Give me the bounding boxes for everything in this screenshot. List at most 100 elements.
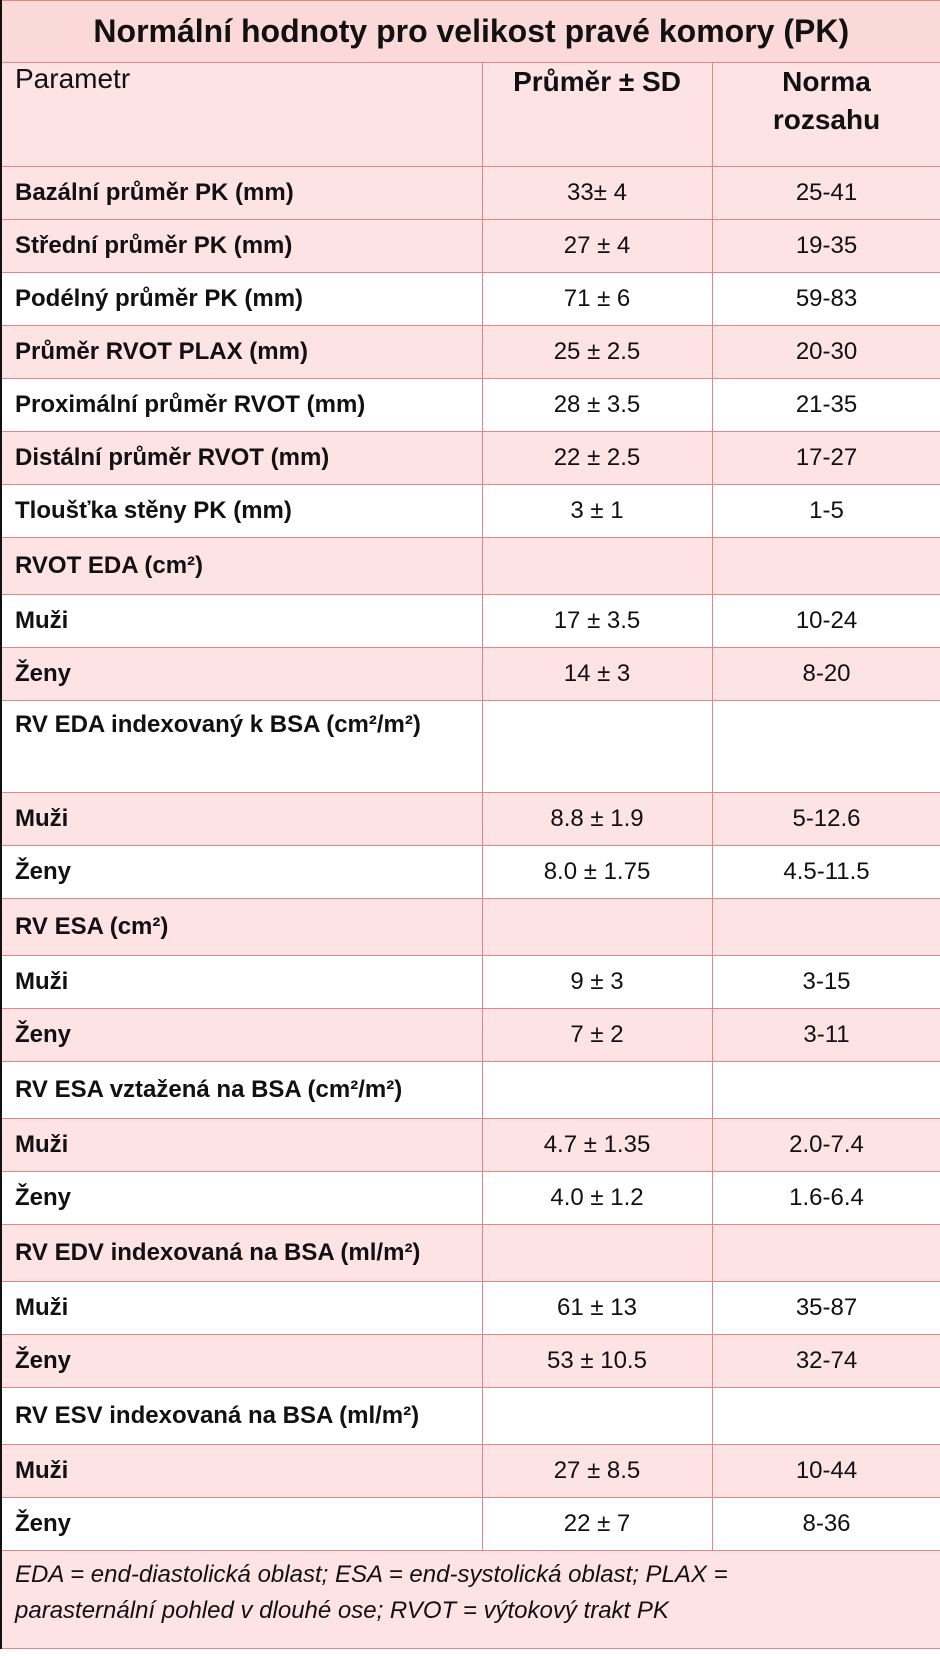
row-mean: 14 ± 3 xyxy=(481,647,713,701)
row-range: 19-35 xyxy=(711,219,940,273)
row-parameter: Muži xyxy=(0,792,483,846)
row-range: 10-24 xyxy=(711,594,940,648)
table-row: Průměr RVOT PLAX (mm) 25 ± 2.5 20-30 xyxy=(0,325,940,379)
row-mean: 53 ± 10.5 xyxy=(481,1334,713,1388)
row-parameter: Průměr RVOT PLAX (mm) xyxy=(0,325,483,379)
footnote-row: EDA = end-diastolická oblast; ESA = end-… xyxy=(0,1550,940,1649)
row-parameter: Střední průměr PK (mm) xyxy=(0,219,483,273)
table-row: Ženy 22 ± 7 8-36 xyxy=(0,1497,940,1551)
row-range: 8-36 xyxy=(711,1497,940,1551)
table-title: Normální hodnoty pro velikost pravé komo… xyxy=(0,0,940,63)
row-mean: 22 ± 7 xyxy=(481,1497,713,1551)
title-row: Normální hodnoty pro velikost pravé komo… xyxy=(0,0,940,63)
footnote-line1: EDA = end-diastolická oblast; ESA = end-… xyxy=(15,1561,728,1588)
row-mean xyxy=(481,700,713,793)
row-parameter: Tloušťka stěny PK (mm) xyxy=(0,484,483,538)
row-parameter: Proximální průměr RVOT (mm) xyxy=(0,378,483,432)
table-row: Podélný průměr PK (mm) 71 ± 6 59-83 xyxy=(0,272,940,326)
row-range: 17-27 xyxy=(711,431,940,485)
row-parameter: Ženy xyxy=(0,845,483,899)
table-row: Ženy 14 ± 3 8-20 xyxy=(0,647,940,701)
row-range: 2.0-7.4 xyxy=(711,1118,940,1172)
table-row: Muži 8.8 ± 1.9 5-12.6 xyxy=(0,792,940,846)
row-mean: 71 ± 6 xyxy=(481,272,713,326)
row-parameter: RV ESA vztažená na BSA (cm²/m²) xyxy=(0,1061,483,1119)
row-range: 5-12.6 xyxy=(711,792,940,846)
row-mean: 25 ± 2.5 xyxy=(481,325,713,379)
row-mean: 8.0 ± 1.75 xyxy=(481,845,713,899)
row-mean: 4.7 ± 1.35 xyxy=(481,1118,713,1172)
row-mean xyxy=(481,1387,713,1445)
row-mean: 9 ± 3 xyxy=(481,955,713,1009)
row-parameter: RV ESV indexovaná na BSA (ml/m²) xyxy=(0,1387,483,1445)
row-range: 1.6-6.4 xyxy=(711,1171,940,1225)
header-mean-sd: Průměr ± SD xyxy=(481,62,713,167)
row-parameter: RV EDV indexovaná na BSA (ml/m²) xyxy=(0,1224,483,1282)
row-mean: 4.0 ± 1.2 xyxy=(481,1171,713,1225)
row-mean: 22 ± 2.5 xyxy=(481,431,713,485)
row-range: 4.5-11.5 xyxy=(711,845,940,899)
header-row: Parametr Průměr ± SD Norma rozsahu xyxy=(0,62,940,167)
row-range: 10-44 xyxy=(711,1444,940,1498)
row-parameter: Muži xyxy=(0,1118,483,1172)
row-mean: 27 ± 8.5 xyxy=(481,1444,713,1498)
row-parameter: RV EDA indexovaný k BSA (cm²/m²) xyxy=(0,700,483,793)
table-row: RV ESV indexovaná na BSA (ml/m²) xyxy=(0,1387,940,1445)
row-range: 20-30 xyxy=(711,325,940,379)
row-range: 1-5 xyxy=(711,484,940,538)
table-row: RV ESA vztažená na BSA (cm²/m²) xyxy=(0,1061,940,1119)
row-parameter: Muži xyxy=(0,594,483,648)
table-row: Muži 27 ± 8.5 10-44 xyxy=(0,1444,940,1498)
row-mean: 27 ± 4 xyxy=(481,219,713,273)
table-row: Ženy 7 ± 2 3-11 xyxy=(0,1008,940,1062)
table-row: Muži 17 ± 3.5 10-24 xyxy=(0,594,940,648)
row-parameter: Ženy xyxy=(0,1334,483,1388)
row-range xyxy=(711,537,940,595)
row-mean: 7 ± 2 xyxy=(481,1008,713,1062)
row-range: 21-35 xyxy=(711,378,940,432)
row-mean: 3 ± 1 xyxy=(481,484,713,538)
row-mean: 61 ± 13 xyxy=(481,1281,713,1335)
row-parameter: Podélný průměr PK (mm) xyxy=(0,272,483,326)
table-row: Ženy 4.0 ± 1.2 1.6-6.4 xyxy=(0,1171,940,1225)
row-parameter: Muži xyxy=(0,1444,483,1498)
table-row: Bazální průměr PK (mm) 33± 4 25-41 xyxy=(0,166,940,220)
row-range: 3-11 xyxy=(711,1008,940,1062)
row-range: 3-15 xyxy=(711,955,940,1009)
table-row: Tloušťka stěny PK (mm) 3 ± 1 1-5 xyxy=(0,484,940,538)
table-row: RV EDV indexovaná na BSA (ml/m²) xyxy=(0,1224,940,1282)
row-mean: 33± 4 xyxy=(481,166,713,220)
footnote: EDA = end-diastolická oblast; ESA = end-… xyxy=(0,1550,940,1649)
row-mean xyxy=(481,1061,713,1119)
row-range: 32-74 xyxy=(711,1334,940,1388)
row-range: 35-87 xyxy=(711,1281,940,1335)
row-range: 59-83 xyxy=(711,272,940,326)
row-range xyxy=(711,1061,940,1119)
row-parameter: Bazální průměr PK (mm) xyxy=(0,166,483,220)
row-parameter: Ženy xyxy=(0,1008,483,1062)
row-parameter: Distální průměr RVOT (mm) xyxy=(0,431,483,485)
row-mean: 17 ± 3.5 xyxy=(481,594,713,648)
table-row: Ženy 8.0 ± 1.75 4.5-11.5 xyxy=(0,845,940,899)
table-row: Proximální průměr RVOT (mm) 28 ± 3.5 21-… xyxy=(0,378,940,432)
table-row: Distální průměr RVOT (mm) 22 ± 2.5 17-27 xyxy=(0,431,940,485)
table-row: Ženy 53 ± 10.5 32-74 xyxy=(0,1334,940,1388)
row-parameter: RV ESA (cm²) xyxy=(0,898,483,956)
row-range xyxy=(711,898,940,956)
row-parameter: Ženy xyxy=(0,1171,483,1225)
footnote-line2: parasternální pohled v dlouhé ose; RVOT … xyxy=(15,1596,669,1624)
row-range xyxy=(711,1387,940,1445)
table-row: RV EDA indexovaný k BSA (cm²/m²) xyxy=(0,700,940,793)
table-row: Muži 4.7 ± 1.35 2.0-7.4 xyxy=(0,1118,940,1172)
row-parameter: RVOT EDA (cm²) xyxy=(0,537,483,595)
row-mean: 28 ± 3.5 xyxy=(481,378,713,432)
table-row: RV ESA (cm²) xyxy=(0,898,940,956)
table-row: Střední průměr PK (mm) 27 ± 4 19-35 xyxy=(0,219,940,273)
header-parameter: Parametr xyxy=(0,62,483,167)
row-range xyxy=(711,1224,940,1282)
row-mean xyxy=(481,537,713,595)
header-range-line2: rozsahu xyxy=(772,104,881,136)
row-parameter: Muži xyxy=(0,955,483,1009)
